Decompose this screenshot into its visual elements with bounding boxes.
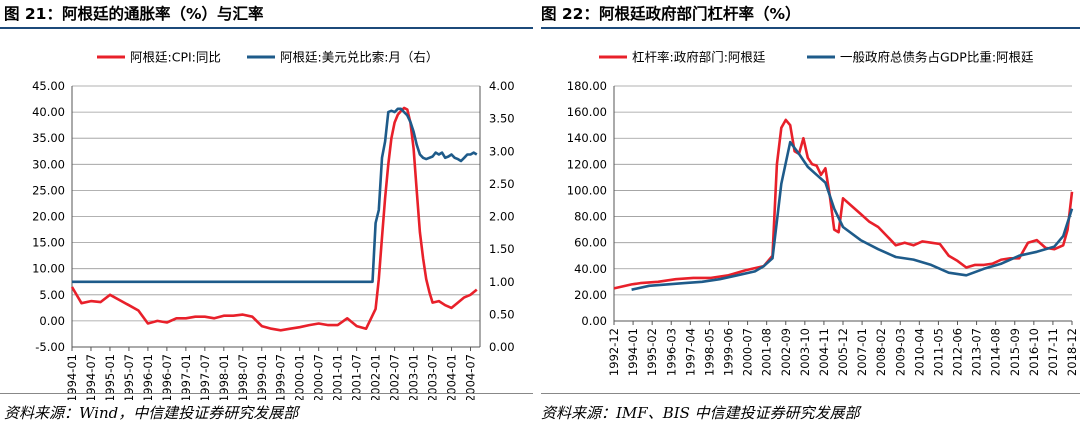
x-tick-label: 2005-12 [836, 328, 850, 376]
x-tick-label: 2000-01 [293, 354, 307, 400]
x-tick-label: 2013-07 [970, 328, 984, 376]
title-underline-right [541, 27, 1080, 29]
x-tick-label: 1994-01 [626, 328, 640, 376]
x-tick-label: 2001-08 [760, 328, 774, 376]
x-tick-label: 2004-07 [464, 354, 478, 400]
x-tick-label: 2004-01 [445, 354, 459, 400]
x-tick-label: 1996-03 [664, 328, 678, 376]
x-tick-label: 2004-11 [817, 328, 831, 376]
y-tick-label: 20.00 [574, 288, 607, 302]
y-tick-label: 180.00 [567, 79, 607, 93]
legend-label: 阿根廷:美元兑比索:月（右） [280, 50, 438, 65]
legend-label: 阿根廷:CPI:同比 [130, 50, 221, 65]
legend-label: 一般政府总债务占GDP比重:阿根廷 [840, 50, 1034, 65]
x-tick-label: 2009-03 [893, 328, 907, 376]
y-tick-label: 80.00 [574, 210, 607, 224]
x-tick-label: 1999-01 [255, 354, 269, 400]
y-right-tick-label: 1.50 [489, 242, 515, 256]
x-tick-label: 2002-07 [388, 354, 402, 400]
x-tick-label: 2018-12 [1065, 328, 1079, 376]
x-tick-label: 2002-09 [779, 328, 793, 376]
source-note-right: 资料来源：IMF、BIS 中信建投证券研究发展部 [541, 404, 860, 422]
x-tick-label: 2014-08 [989, 328, 1003, 376]
y-right-tick-label: 2.00 [489, 210, 515, 224]
x-tick-label: 1995-02 [645, 328, 659, 376]
y-left-tick-label: 0.00 [39, 314, 65, 328]
x-tick-label: 1994-01 [65, 354, 79, 400]
y-left-tick-label: 45.00 [32, 79, 65, 93]
x-tick-label: 2012-06 [951, 328, 965, 376]
y-tick-label: 160.00 [567, 105, 607, 119]
footer-divider-right [541, 393, 1080, 394]
y-right-tick-label: 3.50 [489, 112, 515, 126]
y-left-tick-label: 5.00 [39, 288, 65, 302]
y-right-tick-label: 2.50 [489, 177, 515, 191]
y-tick-label: 100.00 [567, 183, 607, 197]
y-right-tick-label: 0.50 [489, 307, 515, 321]
x-tick-label: 1997-04 [683, 328, 697, 376]
y-right-tick-label: 3.00 [489, 144, 515, 158]
chart-title-right: 图 22：阿根廷政府部门杠杆率（%） [541, 5, 801, 23]
y-right-tick-label: 0.00 [489, 340, 515, 354]
source-note-left: 资料来源：Wind，中信建投证券研究发展部 [4, 404, 299, 422]
x-tick-label: 1999-07 [274, 354, 288, 400]
series-line-cpi [70, 106, 478, 332]
y-right-tick-label: 1.00 [489, 275, 515, 289]
y-tick-label: 120.00 [567, 157, 607, 171]
x-tick-label: 1999-06 [722, 328, 736, 376]
x-tick-label: 1997-01 [179, 354, 193, 400]
x-tick-label: 2008-02 [874, 328, 888, 376]
chart-title-left: 图 21：阿根廷的通胀率（%）与汇率 [4, 5, 264, 23]
inflation-exchange-chart: -5.00 0.00 5.00 10.00 15.00 20.00 25.00 30.00 35… [32, 50, 515, 401]
x-tick-label: 2002-01 [369, 354, 383, 400]
y-left-tick-label: 40.00 [32, 105, 65, 119]
x-tick-label: 2010-04 [912, 328, 926, 376]
series-line-debt-gdp [631, 140, 1074, 291]
y-left-tick-label: 10.00 [32, 262, 65, 276]
y-left-tick-label: -5.00 [35, 340, 65, 354]
series-line-fx [72, 107, 478, 284]
y-left-tick-label: 25.00 [32, 183, 65, 197]
x-tick-label: 1992-12 [607, 328, 621, 376]
y-left-tick-label: 15.00 [32, 236, 65, 250]
x-tick-label: 1995-01 [103, 354, 117, 400]
title-underline-left [0, 27, 533, 29]
x-tick-label: 1998-01 [217, 354, 231, 400]
x-tick-label: 1998-07 [236, 354, 250, 400]
x-tick-label: 2001-01 [331, 354, 345, 400]
x-tick-label: 1998-05 [702, 328, 716, 376]
y-left-tick-label: 20.00 [32, 210, 65, 224]
x-tick-label: 2000-07 [741, 328, 755, 376]
x-tick-label: 2003-01 [407, 354, 421, 400]
y-tick-label: 60.00 [574, 236, 607, 250]
footer-divider-left [0, 393, 533, 394]
x-tick-label: 1997-07 [198, 354, 212, 400]
x-tick-label: 1994-07 [84, 354, 98, 400]
x-tick-label: 2001-07 [350, 354, 364, 400]
y-left-tick-label: 30.00 [32, 157, 65, 171]
y-right-tick-label: 4.00 [489, 79, 515, 93]
x-tick-label: 2015-09 [1008, 328, 1022, 376]
x-tick-label: 2007-01 [855, 328, 869, 376]
x-tick-label: 1995-07 [122, 354, 136, 400]
x-tick-label: 1996-07 [160, 354, 174, 400]
y-tick-label: 40.00 [574, 262, 607, 276]
x-tick-label: 2003-10 [798, 328, 812, 376]
y-tick-label: 0.00 [581, 314, 607, 328]
legend-label: 杠杆率:政府部门:阿根廷 [632, 50, 766, 65]
x-tick-label: 2016-10 [1027, 328, 1041, 376]
x-tick-label: 2000-07 [312, 354, 326, 400]
x-tick-label: 1996-01 [141, 354, 155, 400]
x-tick-label: 2011-05 [931, 328, 945, 376]
y-tick-label: 140.00 [567, 131, 607, 145]
x-tick-label: 2003-07 [426, 354, 440, 400]
x-tick-label: 2017-11 [1046, 328, 1060, 376]
government-leverage-chart: 0.00 20.00 40.00 60.00 80.00 100.00 120.00 140.… [567, 50, 1079, 377]
y-left-tick-label: 35.00 [32, 131, 65, 145]
